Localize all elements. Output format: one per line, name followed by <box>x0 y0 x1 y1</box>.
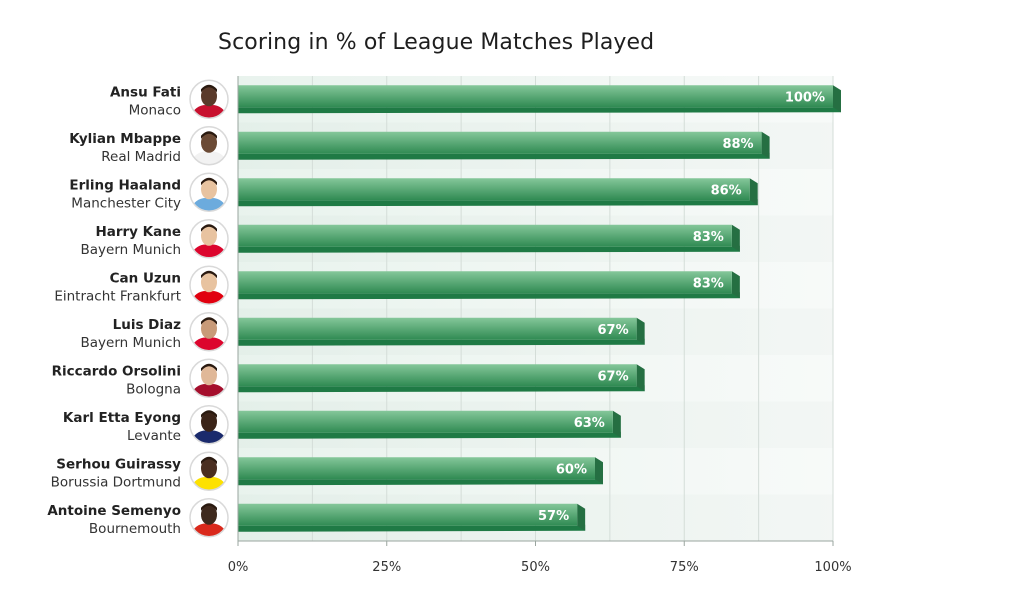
bar-shadow <box>238 478 603 486</box>
bar-side <box>731 271 740 299</box>
player-club: Bayern Munich <box>81 335 181 351</box>
bar <box>238 85 833 108</box>
bar-side <box>761 131 770 159</box>
player-avatar <box>189 405 229 445</box>
x-tick-label: 75% <box>670 560 699 575</box>
bar-value-label: 88% <box>722 137 753 152</box>
bar-shadow <box>238 245 740 253</box>
x-axis: 0% 25% 50% 75% 100% <box>228 76 852 575</box>
bar-shadow <box>238 385 645 393</box>
bar-side <box>833 85 841 113</box>
player-avatar <box>189 358 229 398</box>
x-tick-label: 50% <box>521 560 550 575</box>
bar-shadow <box>238 199 758 207</box>
player-avatar <box>189 79 229 119</box>
x-tick-label: 0% <box>228 560 249 575</box>
player-avatar <box>189 172 229 212</box>
bar <box>238 503 578 526</box>
player-avatar <box>189 126 229 166</box>
player-avatar <box>189 498 229 538</box>
bar-shadow <box>238 152 770 160</box>
player-avatar <box>189 265 229 305</box>
bar-side <box>636 364 645 392</box>
bar-shadow <box>238 292 740 300</box>
player-name: Serhou Guirassy <box>56 456 181 472</box>
bar-value-label: 83% <box>693 276 724 291</box>
bar-value-label: 67% <box>598 369 629 384</box>
player-name: Kylian Mbappe <box>69 131 181 147</box>
bar-value-label: 86% <box>711 183 742 198</box>
player-club: Levante <box>127 428 181 444</box>
bar-shadow <box>238 431 621 439</box>
player-name: Antoine Semenyo <box>47 503 181 519</box>
bar <box>238 271 732 294</box>
chart-title: Scoring in % of League Matches Played <box>218 30 655 55</box>
player-name: Karl Etta Eyong <box>63 410 181 426</box>
player-club: Monaco <box>129 102 181 118</box>
player-club: Real Madrid <box>101 149 181 165</box>
player-avatar <box>189 219 229 259</box>
bar-value-label: 67% <box>598 323 629 338</box>
bar-shadow <box>238 106 841 114</box>
bar-value-label: 60% <box>556 462 587 477</box>
player-club: Manchester City <box>71 195 181 211</box>
player-name: Riccardo Orsolini <box>52 363 181 379</box>
bar-value-label: 57% <box>538 509 569 524</box>
player-name: Ansu Fati <box>110 84 181 100</box>
category-labels: Ansu Fati Monaco Kylian Mbappe Real Madrid E… <box>47 79 229 538</box>
bar-side <box>636 317 645 345</box>
bar <box>238 317 637 340</box>
bar <box>238 178 750 201</box>
player-avatar <box>189 451 229 491</box>
x-tick-label: 25% <box>372 560 401 575</box>
bar <box>238 457 595 480</box>
bar-value-label: 100% <box>785 90 825 105</box>
bar <box>238 364 637 387</box>
bar-value-label: 83% <box>693 230 724 245</box>
bar <box>238 410 613 433</box>
bar-side <box>595 457 603 485</box>
player-name: Luis Diaz <box>113 317 182 333</box>
bar-shadow <box>238 524 586 532</box>
bar-value-label: 63% <box>574 416 605 431</box>
player-club: Eintracht Frankfurt <box>54 288 181 304</box>
bar-side <box>577 503 586 531</box>
bar-side <box>731 224 740 252</box>
player-club: Bologna <box>126 381 181 397</box>
bar <box>238 131 762 154</box>
player-club: Bayern Munich <box>81 242 181 258</box>
bar-shadow <box>238 338 645 346</box>
x-tick-label: 100% <box>814 560 851 575</box>
player-club: Bournemouth <box>89 521 181 537</box>
bar-side <box>749 178 758 206</box>
player-avatar <box>189 312 229 352</box>
player-club: Borussia Dortmund <box>51 474 181 490</box>
bar-side <box>612 410 621 438</box>
bars: 100% 88% 86% 83% 83% 67% 67% 63% 60% 57% <box>238 85 841 532</box>
player-name: Can Uzun <box>110 270 181 286</box>
bar <box>238 224 732 247</box>
player-name: Erling Haaland <box>69 177 181 193</box>
player-name: Harry Kane <box>95 224 181 240</box>
